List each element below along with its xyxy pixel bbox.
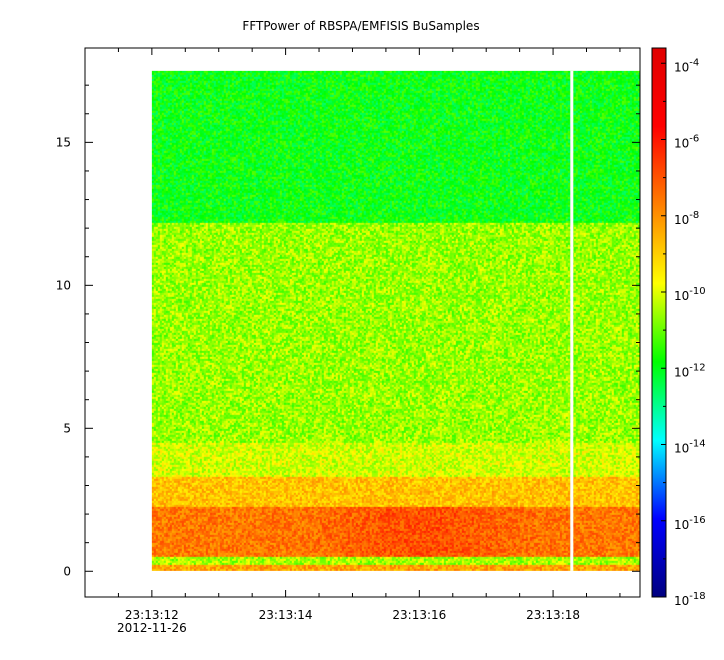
- colorbar-tick-exp: -10: [689, 286, 705, 297]
- colorbar-tick-label: 10-4: [674, 57, 699, 74]
- x-tick-label: 23:13:14: [259, 608, 313, 622]
- x-tick-label: 23:13:18: [526, 608, 580, 622]
- spectrogram-raster: [151, 70, 640, 571]
- colorbar-tick-base: 10: [674, 518, 689, 532]
- colorbar-tick-exp: -18: [689, 591, 705, 602]
- y-tick-label: 15: [56, 135, 71, 149]
- colorbar-tick-exp: -4: [689, 57, 699, 68]
- colorbar-tick-base: 10: [674, 60, 689, 74]
- colorbar-tick-label: 10-12: [674, 362, 706, 379]
- colorbar-tick-exp: -6: [689, 134, 699, 145]
- chart-title: FFTPower of RBSPA/EMFISIS BuSamples: [242, 19, 479, 33]
- colorbar-tick-exp: -12: [689, 362, 705, 373]
- colorbar-tick-label: 10-14: [674, 439, 706, 456]
- y-tick-label: 0: [63, 564, 71, 578]
- x-tick-sublabel: 2012-11-26: [117, 621, 187, 635]
- plot-frame: [84, 47, 641, 598]
- data-gap: [570, 70, 574, 571]
- y-tick-label: 5: [63, 421, 71, 435]
- colorbar-tick-label: 10-10: [674, 286, 706, 303]
- colorbar-tick-label: 10-18: [674, 591, 706, 608]
- y-tick-label: 10: [56, 278, 71, 292]
- colorbar-tick-label: 10-16: [674, 515, 706, 532]
- plot-area: [84, 47, 641, 598]
- colorbar-tick-label: 10-8: [674, 210, 699, 227]
- colorbar-tick-exp: -14: [689, 439, 705, 450]
- colorbar-tick-base: 10: [674, 213, 689, 227]
- y-axis: 0 5 10 15: [56, 84, 640, 578]
- x-tick-label: 23:13:12: [125, 608, 179, 622]
- colorbar-tick-base: 10: [674, 594, 689, 608]
- x-tick-label: 23:13:16: [392, 608, 446, 622]
- colorbar-tick-base: 10: [674, 289, 689, 303]
- colorbar-tick-exp: -16: [689, 515, 705, 526]
- colorbar-tick-base: 10: [674, 442, 689, 456]
- colorbar-tick-label: 10-6: [674, 134, 699, 151]
- colorbar-tick-base: 10: [674, 137, 689, 151]
- colorbar-tick-exp: -8: [689, 210, 699, 221]
- colorbar-scale: [651, 47, 667, 598]
- colorbar-tick-base: 10: [674, 365, 689, 379]
